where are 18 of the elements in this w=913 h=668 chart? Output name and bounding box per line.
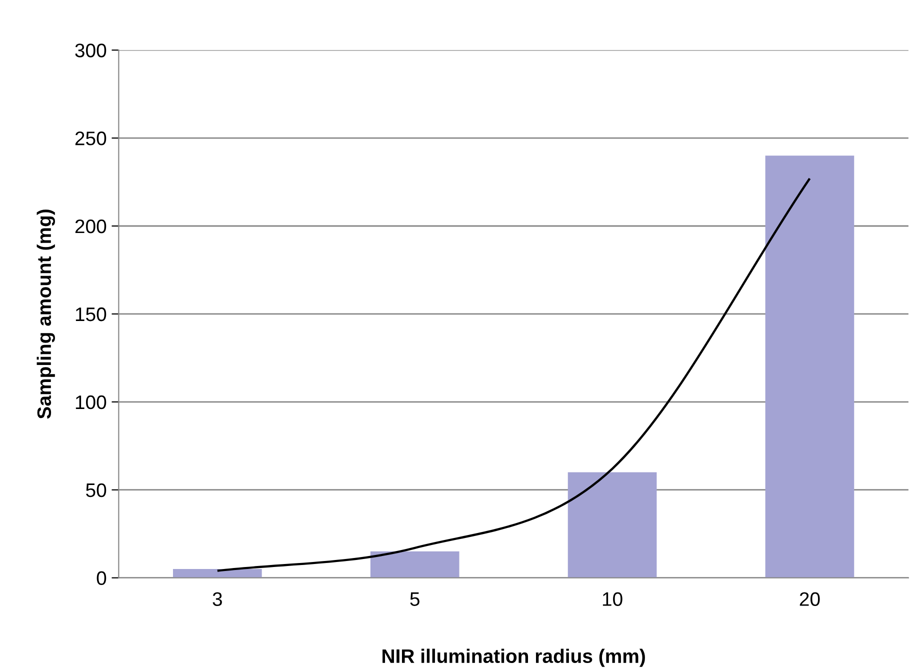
bar — [172, 569, 262, 578]
y-tick-label: 150 — [76, 307, 106, 322]
line-series — [216, 177, 811, 572]
bar — [568, 472, 657, 578]
y-tick-label: 300 — [75, 44, 106, 58]
x-tick-label: 5 — [410, 592, 420, 606]
bar — [765, 156, 854, 578]
y-tick-label: 250 — [75, 132, 106, 146]
y-tick-label: 100 — [76, 395, 106, 410]
bar — [370, 551, 460, 578]
x-tick-label: 20 — [800, 592, 820, 606]
x-axis-title: NIR illumination radius (mm) — [382, 648, 645, 667]
y-axis-title: Sampling amount (mg) — [36, 210, 55, 419]
y-tick-label: 200 — [75, 219, 106, 234]
y-tick-label: 50 — [86, 483, 106, 498]
x-tick-label: 3 — [212, 592, 222, 606]
y-tick-label: 0 — [96, 571, 106, 586]
x-tick-label: 10 — [602, 592, 622, 606]
